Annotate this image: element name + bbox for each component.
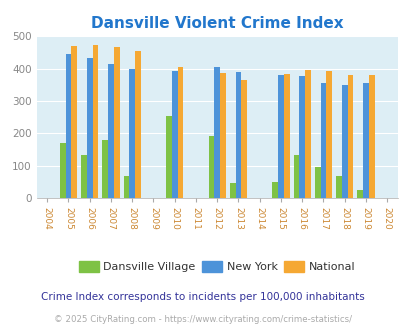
Bar	[123, 176, 129, 198]
Bar	[304, 70, 310, 198]
Bar	[314, 167, 320, 198]
Bar	[341, 85, 347, 198]
Bar	[92, 45, 98, 198]
Bar	[208, 136, 214, 198]
Bar	[71, 46, 77, 198]
Bar	[113, 47, 119, 198]
Bar	[272, 182, 277, 198]
Bar	[129, 69, 135, 198]
Bar	[87, 58, 92, 198]
Bar	[60, 143, 65, 198]
Bar	[214, 67, 220, 198]
Title: Dansville Violent Crime Index: Dansville Violent Crime Index	[91, 16, 343, 31]
Bar	[108, 64, 113, 198]
Bar	[81, 155, 87, 198]
Bar	[102, 141, 108, 198]
Bar	[229, 183, 235, 198]
Bar	[326, 71, 331, 198]
Bar	[356, 190, 362, 198]
Bar	[235, 72, 241, 198]
Bar	[135, 51, 141, 198]
Legend: Dansville Village, New York, National: Dansville Village, New York, National	[74, 257, 359, 277]
Bar	[171, 71, 177, 198]
Bar	[220, 73, 225, 198]
Text: Crime Index corresponds to incidents per 100,000 inhabitants: Crime Index corresponds to incidents per…	[41, 292, 364, 302]
Bar	[320, 82, 326, 198]
Bar	[347, 75, 352, 198]
Bar	[277, 76, 283, 198]
Bar	[298, 76, 304, 198]
Bar	[65, 54, 71, 198]
Bar	[283, 74, 289, 198]
Bar	[293, 155, 298, 198]
Bar	[368, 76, 374, 198]
Bar	[362, 82, 368, 198]
Bar	[335, 176, 341, 198]
Bar	[241, 80, 247, 198]
Bar	[166, 116, 171, 198]
Text: © 2025 CityRating.com - https://www.cityrating.com/crime-statistics/: © 2025 CityRating.com - https://www.city…	[54, 315, 351, 324]
Bar	[177, 67, 183, 198]
